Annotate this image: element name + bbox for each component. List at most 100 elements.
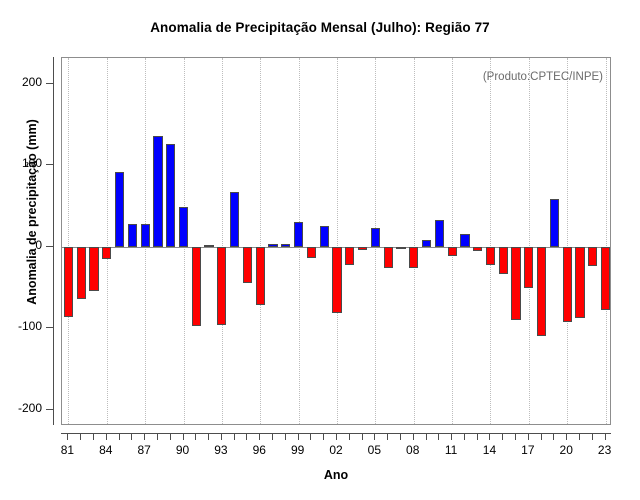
x-axis-title: Ano: [323, 468, 349, 482]
x-tick-mark: [297, 433, 299, 440]
gridline-vertical: [260, 58, 262, 424]
bar-1998: [281, 244, 291, 247]
x-tick-label: 81: [60, 443, 75, 457]
gridline-vertical: [106, 58, 109, 424]
bar-1982: [76, 246, 86, 299]
bar-2001: [319, 225, 329, 247]
x-tick-label: 93: [214, 443, 228, 457]
gridline-vertical: [528, 58, 531, 424]
x-tick-mark: [80, 433, 82, 440]
x-tick-mark: [336, 433, 337, 440]
x-tick-label: 17: [521, 443, 535, 457]
bar-2017: [524, 246, 534, 289]
bar-2019: [549, 198, 560, 247]
bar-2018: [537, 246, 547, 336]
x-tick-mark: [105, 433, 107, 440]
x-tick-mark: [399, 433, 401, 440]
x-tick-mark: [195, 433, 197, 440]
x-tick-mark: [67, 433, 69, 440]
bar-2009: [421, 239, 432, 247]
bar-2007: [396, 246, 406, 250]
bar-2012: [460, 233, 470, 247]
y-tick-mark: [46, 164, 53, 166]
bar-1989: [166, 144, 176, 247]
x-tick-mark: [451, 433, 453, 440]
x-tick-mark: [182, 433, 184, 440]
bar-2006: [383, 246, 393, 269]
y-tick-label: 200: [21, 75, 42, 90]
gridline-vertical: [605, 58, 608, 424]
bar-2002: [332, 246, 342, 313]
x-tick-mark: [92, 433, 94, 440]
gridline-vertical: [68, 58, 70, 424]
x-tick-mark: [259, 433, 261, 440]
x-tick-label: 99: [290, 443, 305, 457]
gridline-vertical: [490, 58, 492, 424]
y-tick-label: 0: [35, 237, 42, 252]
bar-1994: [230, 191, 240, 247]
bar-2022: [588, 246, 598, 266]
bar-2008: [409, 246, 419, 269]
bar-2011: [447, 246, 457, 256]
bar-1999: [294, 221, 304, 247]
bar-1997: [268, 244, 278, 247]
bar-1986: [127, 224, 137, 247]
x-tick-label: 02: [329, 443, 343, 457]
bar-1993: [217, 246, 227, 326]
bar-2021: [575, 246, 585, 318]
gridline-vertical: [221, 58, 224, 424]
x-tick-mark: [527, 433, 529, 440]
plot-area: (Produto:CPTEC/INPE): [61, 57, 611, 425]
x-tick-mark: [412, 433, 414, 440]
x-tick-label: 08: [406, 443, 420, 457]
bar-1988: [153, 136, 163, 247]
x-tick-label: 23: [597, 443, 612, 457]
x-tick-mark: [169, 433, 171, 440]
x-tick-mark: [131, 433, 133, 440]
x-tick-mark: [310, 433, 312, 440]
x-tick-mark: [604, 433, 606, 440]
x-tick-label: 96: [252, 443, 266, 457]
x-tick-mark: [425, 433, 427, 440]
gridline-vertical: [452, 58, 454, 424]
x-tick-label: 20: [559, 443, 573, 457]
page-title: Anomalia de Precipitação Mensal (Julho):…: [150, 20, 490, 35]
bar-2000: [306, 246, 317, 259]
gridline-vertical: [567, 58, 569, 424]
x-tick-label: 87: [137, 443, 151, 457]
x-tick-mark: [220, 433, 222, 440]
bar-1990: [178, 206, 189, 247]
source-annotation: (Produto:CPTEC/INPE): [482, 71, 603, 83]
bar-1991: [191, 246, 201, 326]
bar-2005: [370, 228, 380, 247]
x-tick-mark: [566, 433, 568, 440]
bar-1983: [89, 246, 99, 291]
bar-1996: [255, 246, 265, 306]
bar-2016: [511, 246, 521, 321]
gridline-vertical: [337, 58, 339, 424]
x-tick-mark: [233, 433, 235, 440]
y-tick-mark: [46, 408, 53, 410]
x-tick-mark: [374, 433, 376, 440]
x-tick-label: 05: [367, 443, 382, 457]
x-tick-label: 11: [444, 443, 458, 457]
x-tick-mark: [553, 433, 555, 440]
x-tick-mark: [144, 433, 146, 440]
bar-2004: [357, 246, 368, 251]
x-tick-mark: [463, 433, 465, 440]
bar-1992: [204, 245, 214, 248]
x-tick-mark: [476, 433, 478, 440]
x-tick-mark: [118, 433, 120, 440]
x-tick-mark: [489, 433, 491, 440]
x-tick-mark: [272, 433, 274, 440]
x-tick-mark: [515, 433, 517, 440]
y-tick-mark: [46, 327, 53, 329]
x-tick-mark: [502, 433, 504, 440]
x-tick-label: 14: [482, 443, 497, 457]
bar-1995: [242, 246, 253, 283]
y-axis-line: [53, 57, 54, 425]
x-tick-mark: [387, 433, 389, 440]
x-tick-mark: [156, 433, 158, 440]
bar-2010: [434, 220, 444, 247]
